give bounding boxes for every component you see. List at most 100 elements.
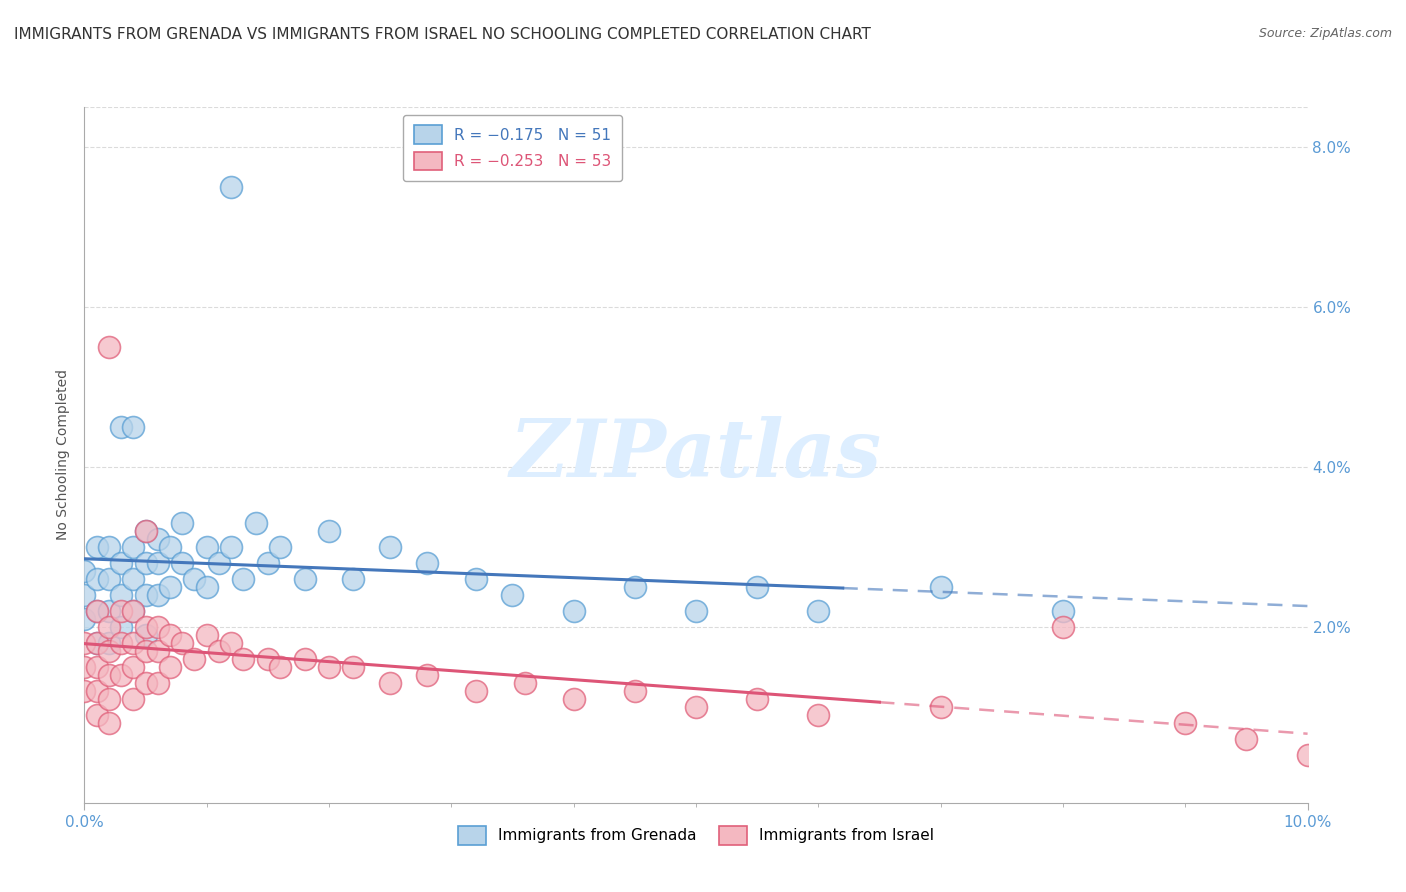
Point	[146, 620, 169, 634]
Point	[159, 628, 181, 642]
Point	[159, 660, 181, 674]
Point	[122, 660, 145, 674]
Point	[110, 668, 132, 682]
Point	[318, 524, 340, 538]
Point	[342, 572, 364, 586]
Point	[195, 540, 218, 554]
Point	[97, 715, 120, 730]
Point	[342, 660, 364, 674]
Point	[562, 691, 585, 706]
Point	[110, 588, 132, 602]
Y-axis label: No Schooling Completed: No Schooling Completed	[56, 369, 70, 541]
Point	[146, 588, 169, 602]
Point	[135, 620, 157, 634]
Point	[122, 540, 145, 554]
Point	[97, 691, 120, 706]
Point	[232, 572, 254, 586]
Point	[624, 683, 647, 698]
Point	[135, 628, 157, 642]
Point	[86, 604, 108, 618]
Point	[73, 683, 96, 698]
Point	[172, 556, 194, 570]
Point	[929, 580, 952, 594]
Point	[172, 636, 194, 650]
Point	[562, 604, 585, 618]
Point	[416, 556, 439, 570]
Text: Source: ZipAtlas.com: Source: ZipAtlas.com	[1258, 27, 1392, 40]
Point	[294, 652, 316, 666]
Point	[159, 580, 181, 594]
Point	[122, 604, 145, 618]
Point	[97, 668, 120, 682]
Point	[219, 180, 242, 194]
Point	[380, 676, 402, 690]
Point	[208, 644, 231, 658]
Point	[208, 556, 231, 570]
Point	[122, 604, 145, 618]
Point	[416, 668, 439, 682]
Point	[110, 620, 132, 634]
Point	[86, 707, 108, 722]
Point	[232, 652, 254, 666]
Point	[73, 636, 96, 650]
Point	[624, 580, 647, 594]
Point	[73, 588, 96, 602]
Point	[159, 540, 181, 554]
Point	[269, 540, 291, 554]
Point	[97, 644, 120, 658]
Point	[685, 604, 707, 618]
Point	[135, 556, 157, 570]
Point	[172, 516, 194, 530]
Point	[1052, 620, 1074, 634]
Point	[245, 516, 267, 530]
Point	[135, 644, 157, 658]
Point	[294, 572, 316, 586]
Point	[86, 540, 108, 554]
Point	[219, 636, 242, 650]
Point	[110, 604, 132, 618]
Point	[807, 707, 830, 722]
Point	[86, 636, 108, 650]
Point	[73, 612, 96, 626]
Point	[513, 676, 536, 690]
Point	[146, 556, 169, 570]
Point	[110, 636, 132, 650]
Text: ZIPatlas: ZIPatlas	[510, 417, 882, 493]
Point	[1174, 715, 1197, 730]
Point	[86, 660, 108, 674]
Point	[146, 532, 169, 546]
Point	[183, 572, 205, 586]
Point	[219, 540, 242, 554]
Point	[97, 620, 120, 634]
Point	[195, 580, 218, 594]
Point	[86, 572, 108, 586]
Point	[1236, 731, 1258, 746]
Point	[257, 652, 280, 666]
Point	[122, 636, 145, 650]
Point	[807, 604, 830, 618]
Point	[86, 683, 108, 698]
Point	[464, 572, 486, 586]
Point	[380, 540, 402, 554]
Point	[146, 644, 169, 658]
Point	[97, 636, 120, 650]
Point	[257, 556, 280, 570]
Point	[747, 580, 769, 594]
Point	[97, 572, 120, 586]
Point	[135, 676, 157, 690]
Point	[86, 636, 108, 650]
Point	[110, 420, 132, 434]
Point	[1296, 747, 1319, 762]
Point	[502, 588, 524, 602]
Text: IMMIGRANTS FROM GRENADA VS IMMIGRANTS FROM ISRAEL NO SCHOOLING COMPLETED CORRELA: IMMIGRANTS FROM GRENADA VS IMMIGRANTS FR…	[14, 27, 870, 42]
Point	[929, 699, 952, 714]
Point	[73, 564, 96, 578]
Point	[97, 340, 120, 354]
Point	[135, 588, 157, 602]
Point	[122, 691, 145, 706]
Point	[97, 604, 120, 618]
Point	[318, 660, 340, 674]
Point	[1052, 604, 1074, 618]
Point	[747, 691, 769, 706]
Legend: Immigrants from Grenada, Immigrants from Israel: Immigrants from Grenada, Immigrants from…	[451, 820, 941, 851]
